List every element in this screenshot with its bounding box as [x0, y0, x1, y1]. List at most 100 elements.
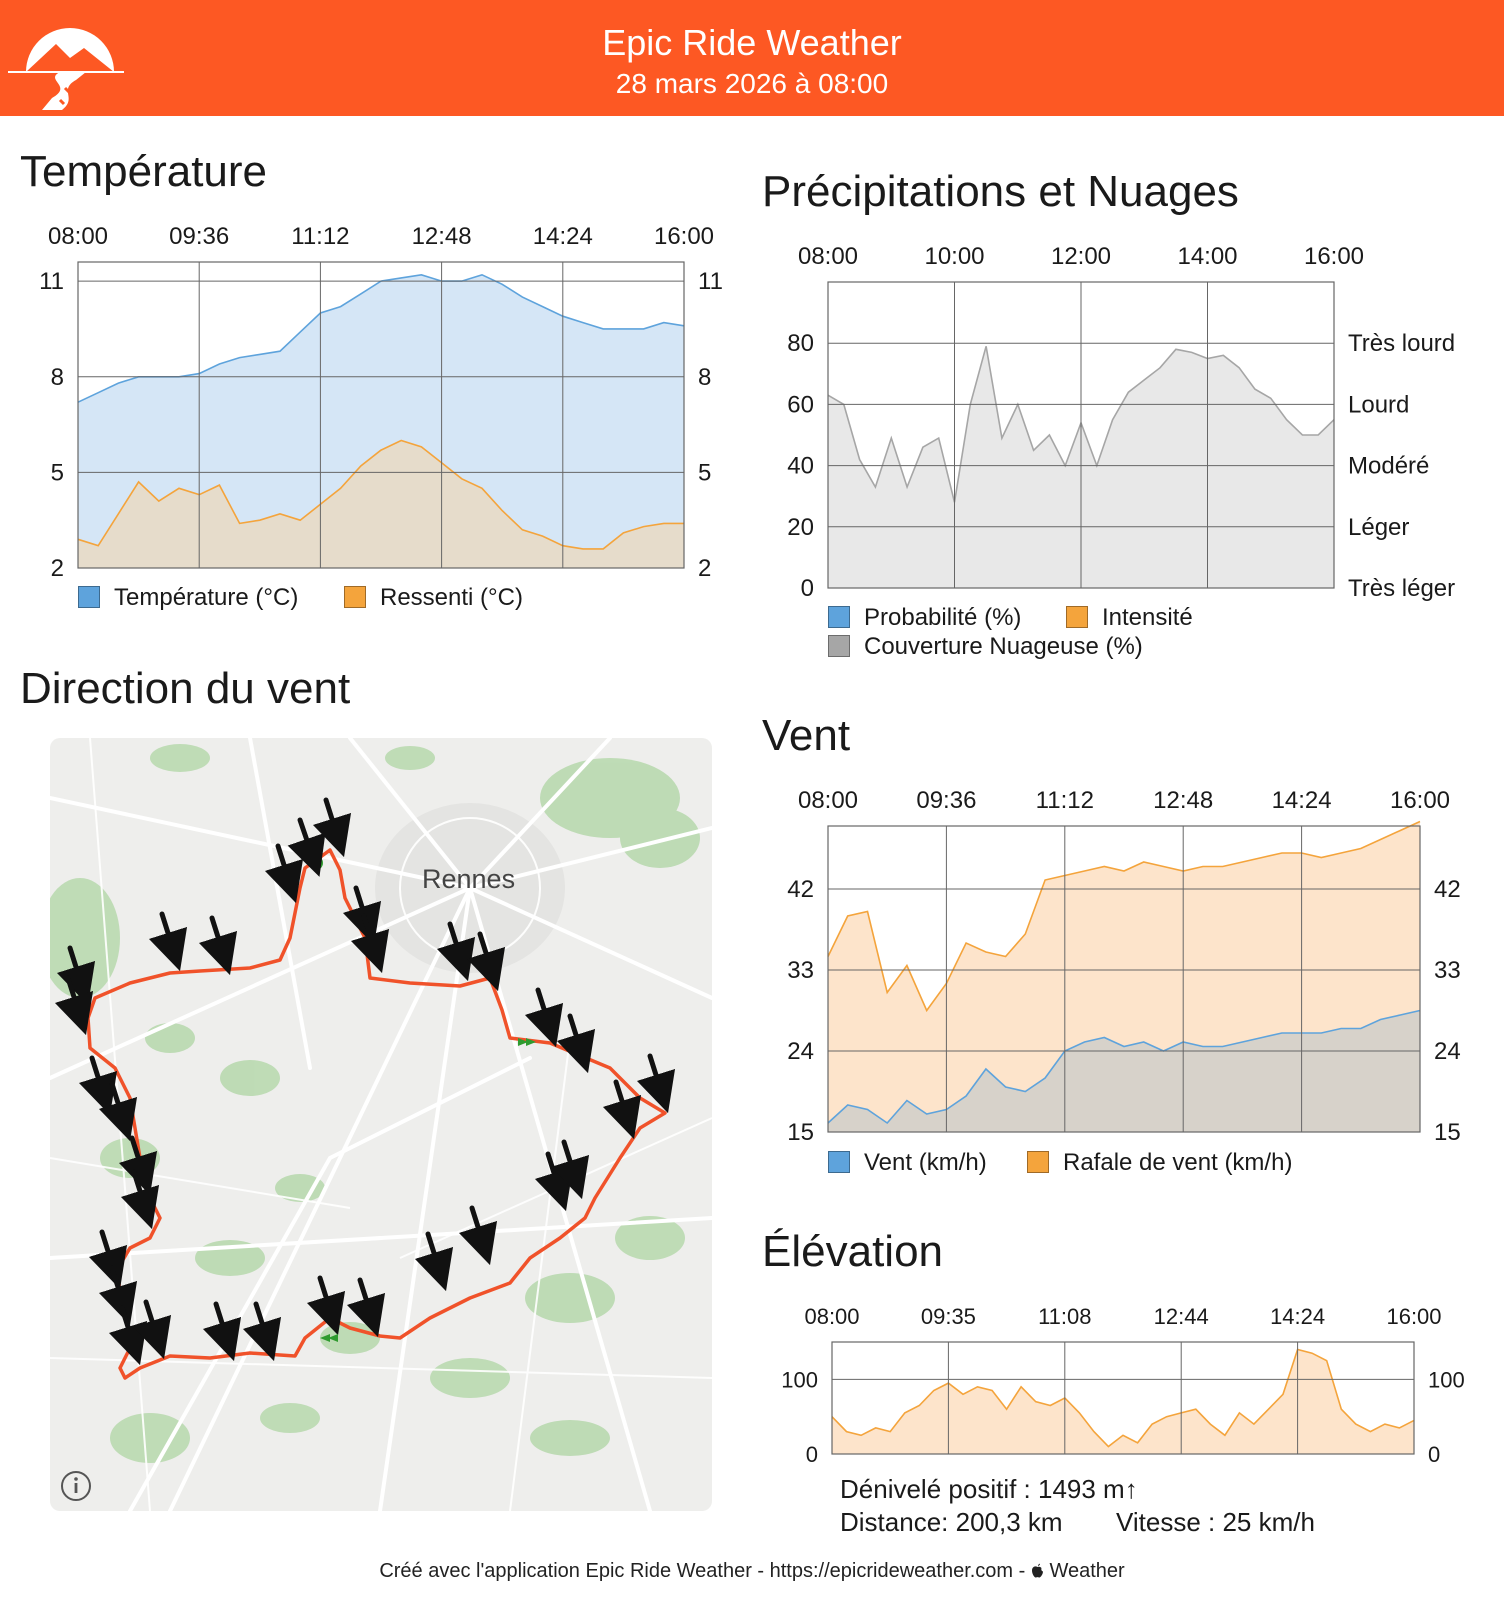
report-date: 28 mars 2026 à 08:00	[615, 68, 889, 99]
y-tick-label: 24	[787, 1038, 814, 1065]
intensity-tick-label: Très lourd	[1348, 330, 1455, 357]
plot-frame	[831, 1341, 1415, 1455]
y-tick-label-right: 24	[1434, 1038, 1461, 1065]
apple-icon	[1031, 1560, 1044, 1582]
y-tick-label: 40	[787, 453, 814, 480]
wind-chart: 08:00 09:36 11:12 12:48 14:24 16:00 15 15 24 24 33…	[787, 787, 1461, 1146]
x-tick-label: 08:00	[48, 223, 108, 250]
footer-weather-label: Weather	[1049, 1560, 1125, 1582]
x-tick-label: 11:12	[1036, 787, 1094, 814]
series-area-1	[78, 440, 684, 568]
y-tick-label-right: 33	[1434, 957, 1461, 984]
speed: Vitesse : 25 km/h	[1116, 1507, 1315, 1537]
wind-direction-map[interactable]: Rennes	[50, 738, 712, 1511]
y-tick-label: 42	[787, 876, 814, 903]
plot-frame	[827, 281, 1335, 589]
y-tick-label: 33	[787, 957, 814, 984]
y-tick-label: 2	[51, 555, 64, 582]
x-tick-label: 14:00	[1177, 243, 1237, 270]
cloud-cover-legend-label: Couverture Nuageuse (%)	[864, 633, 1143, 660]
y-tick-label: 100	[781, 1367, 818, 1392]
temperature-title: Température	[20, 147, 268, 196]
y-tick-label: 20	[787, 514, 814, 541]
x-tick-label: 11:12	[291, 223, 349, 250]
x-tick-label: 16:00	[1386, 1304, 1441, 1329]
header-bar: Epic Ride Weather 28 mars 2026 à 08:00	[0, 0, 1504, 116]
y-tick-label-right: 2	[698, 555, 711, 582]
series-line-0	[827, 1009, 1421, 1125]
elevation-chart: 08:00 09:35 11:08 12:44 14:24 16:00 0 0 100 100	[781, 1304, 1465, 1462]
map-canvas: Rennes	[50, 738, 712, 1511]
wind-direction-title: Direction du vent	[20, 664, 351, 713]
y-tick-label: 11	[39, 268, 64, 295]
x-tick-label: 08:00	[798, 243, 858, 270]
wind-title: Vent	[762, 711, 851, 760]
y-tick-label-right: 15	[1434, 1119, 1461, 1146]
probability-legend-label: Probabilité (%)	[864, 604, 1022, 631]
temperature-chart: 08:00 09:36 11:12 12:48 14:24 16:00 2 2 5 5 8 8 11 11	[39, 223, 723, 582]
x-tick-label: 11:08	[1038, 1304, 1091, 1329]
y-tick-label-right: 11	[698, 268, 723, 295]
precipitation-title: Précipitations et Nuages	[762, 167, 1239, 216]
plot-frame	[77, 261, 685, 569]
series-area-0	[832, 1349, 1414, 1454]
y-tick-label-right: 8	[698, 364, 711, 391]
y-tick-label: 0	[806, 1442, 818, 1462]
footer-text: Créé avec l'application Epic Ride Weathe…	[379, 1560, 1031, 1582]
x-tick-label: 14:24	[533, 223, 593, 250]
wind-legend-label: Vent (km/h)	[864, 1149, 987, 1176]
x-tick-label: 08:00	[804, 1304, 859, 1329]
y-tick-label: 80	[787, 330, 814, 357]
elevation-title: Élévation	[762, 1227, 944, 1276]
y-tick-label-right: 42	[1434, 876, 1461, 903]
y-tick-label-right: 100	[1428, 1367, 1465, 1392]
intensity-legend-swatch	[1066, 606, 1088, 628]
gust-legend-label: Rafale de vent (km/h)	[1063, 1149, 1293, 1176]
y-tick-label-right: 0	[1428, 1442, 1440, 1462]
y-tick-label: 5	[51, 459, 64, 486]
y-tick-label: 15	[787, 1119, 814, 1146]
x-tick-label: 10:00	[924, 243, 984, 270]
wind-legend-swatch	[828, 1151, 850, 1173]
intensity-tick-label: Modéré	[1348, 453, 1429, 480]
feels-like-legend-swatch	[344, 586, 366, 608]
series-line-1	[77, 439, 684, 550]
x-tick-label: 16:00	[654, 223, 714, 250]
wind-arrows	[54, 797, 676, 1366]
temperature-legend-swatch	[78, 586, 100, 608]
intensity-tick-label: Lourd	[1348, 391, 1409, 418]
series-area-0	[828, 1010, 1420, 1132]
intensity-tick-label: Très léger	[1348, 575, 1455, 602]
y-tick-label: 60	[787, 391, 814, 418]
precipitation-chart: 08:00 10:00 12:00 14:00 16:00 0 Très léger 20 Lé…	[787, 243, 1455, 602]
y-tick-label: 0	[801, 575, 814, 602]
gust-legend-swatch	[1027, 1151, 1049, 1173]
x-tick-label: 09:35	[921, 1304, 976, 1329]
elevation-gain: Dénivelé positif : 1493 m↑	[840, 1474, 1138, 1504]
x-tick-label: 14:24	[1272, 787, 1332, 814]
series-area-0	[78, 274, 684, 568]
x-tick-label: 12:48	[1153, 787, 1213, 814]
plot-frame	[827, 825, 1421, 1133]
cloud-cover-legend-swatch	[828, 635, 850, 657]
mountain-road-logo	[8, 28, 124, 110]
series-line-0	[831, 1348, 1415, 1448]
x-tick-label: 14:24	[1270, 1304, 1325, 1329]
x-tick-label: 08:00	[798, 787, 858, 814]
footer: Créé avec l'application Epic Ride Weathe…	[0, 1560, 1504, 1583]
x-tick-label: 12:44	[1154, 1304, 1209, 1329]
info-icon[interactable]	[61, 1471, 91, 1501]
intensity-legend-label: Intensité	[1102, 604, 1193, 631]
distance: Distance: 200,3 km	[840, 1507, 1063, 1537]
x-tick-label: 12:00	[1051, 243, 1111, 270]
x-tick-label: 09:36	[916, 787, 976, 814]
city-label-rennes: Rennes	[422, 864, 515, 894]
y-tick-label: 8	[51, 364, 64, 391]
feels-like-legend-label: Ressenti (°C)	[380, 584, 523, 611]
x-tick-label: 16:00	[1390, 787, 1450, 814]
probability-legend-swatch	[828, 606, 850, 628]
x-tick-label: 09:36	[169, 223, 229, 250]
series-line-1	[827, 820, 1421, 1013]
app-title: Epic Ride Weather	[602, 22, 902, 63]
x-tick-label: 16:00	[1304, 243, 1364, 270]
